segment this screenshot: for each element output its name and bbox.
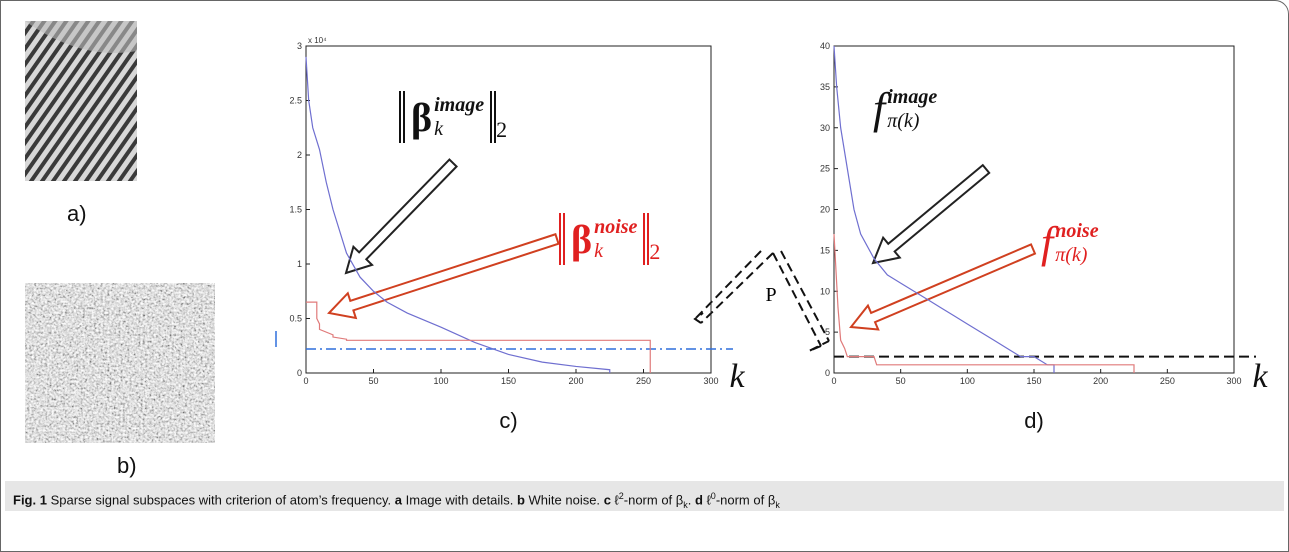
annotation: f image π(k) bbox=[873, 83, 937, 134]
x-tick-label: 300 bbox=[703, 376, 718, 386]
plot-frame bbox=[305, 45, 712, 374]
x-axis-label: k bbox=[729, 358, 745, 395]
symbol: β bbox=[411, 94, 433, 140]
symbol: f bbox=[873, 84, 886, 133]
x-axis-label: k bbox=[1252, 358, 1268, 395]
y-multiplier: x 10⁴ bbox=[308, 36, 327, 45]
caption-text: -norm of β bbox=[623, 492, 684, 508]
caption-letter: c bbox=[603, 492, 611, 508]
y-tick-label: 2 bbox=[297, 150, 302, 160]
y-tick-label: 25 bbox=[820, 164, 830, 174]
p-arrows bbox=[693, 250, 830, 352]
norm: β image k bbox=[399, 91, 497, 143]
caption-text: . bbox=[687, 492, 692, 508]
series-line bbox=[306, 301, 651, 373]
arrow bbox=[327, 232, 560, 320]
y-tick-label: 0 bbox=[825, 368, 830, 378]
series-line bbox=[833, 45, 1055, 373]
y-tick-label: 40 bbox=[820, 41, 830, 51]
caption-letter: b bbox=[516, 492, 525, 508]
subscript: k bbox=[434, 118, 443, 140]
x-tick-label: 200 bbox=[1093, 376, 1108, 386]
y-tick-label: 5 bbox=[825, 327, 830, 337]
x-tick-label: 250 bbox=[636, 376, 651, 386]
caption-text: White noise. bbox=[528, 492, 601, 508]
caption-text: ℓ bbox=[614, 492, 619, 508]
y-tick-label: 35 bbox=[820, 82, 830, 92]
series-line bbox=[833, 233, 1135, 373]
caption-letter: a bbox=[394, 492, 403, 508]
norm-subscript: 2 bbox=[496, 117, 508, 142]
image-noise bbox=[25, 283, 215, 443]
y-tick-label: 20 bbox=[820, 205, 830, 215]
series-line bbox=[305, 56, 611, 373]
subscript: k bbox=[594, 240, 603, 262]
caption-label: Fig. 1 bbox=[13, 492, 47, 508]
caption-sub: k bbox=[683, 499, 688, 510]
image-shade bbox=[25, 21, 137, 53]
panel-label: a) bbox=[67, 201, 87, 226]
x-tick-label: 50 bbox=[368, 376, 378, 386]
x-tick-label: 50 bbox=[896, 376, 906, 386]
y-tick-label: 3 bbox=[297, 41, 302, 51]
y-tick-label: 15 bbox=[820, 245, 830, 255]
caption-sup: 0 bbox=[710, 491, 716, 501]
superscript: image bbox=[434, 94, 485, 116]
panel-label: b) bbox=[117, 453, 137, 478]
caption: Fig. 1 Sparse signal subspaces with crit… bbox=[5, 481, 1284, 511]
x-tick-label: 100 bbox=[960, 376, 975, 386]
norm-subscript: 2 bbox=[649, 239, 661, 264]
subscript: π(k) bbox=[887, 109, 920, 132]
x-tick-label: 0 bbox=[831, 376, 836, 386]
p-label: P bbox=[765, 284, 776, 306]
caption-letter: d bbox=[695, 492, 703, 508]
caption-text: Sparse signal subspaces with criterion o… bbox=[50, 492, 392, 508]
x-tick-label: 100 bbox=[433, 376, 448, 386]
x-tick-label: 300 bbox=[1226, 376, 1241, 386]
caption-sup: 2 bbox=[618, 491, 624, 501]
x-tick-label: 150 bbox=[501, 376, 516, 386]
annotation: f noise π(k) bbox=[1041, 217, 1099, 268]
y-tick-label: 1.5 bbox=[289, 205, 302, 215]
caption-text: Image with details. bbox=[405, 492, 514, 508]
caption-text: -norm of β bbox=[715, 492, 776, 508]
caption-sub: k bbox=[775, 499, 780, 510]
y-tick-label: 30 bbox=[820, 123, 830, 133]
y-tick-label: 10 bbox=[820, 286, 830, 296]
panel-label: c) bbox=[499, 408, 517, 433]
arrow bbox=[849, 243, 1037, 331]
y-tick-label: 1 bbox=[297, 259, 302, 269]
y-tick-label: 2.5 bbox=[289, 96, 302, 106]
y-tick-label: 0.5 bbox=[289, 314, 302, 324]
annotation: β image k 2 bbox=[399, 91, 507, 143]
superscript: noise bbox=[1055, 219, 1099, 242]
symbol: β bbox=[571, 216, 593, 262]
caption-text: ℓ bbox=[706, 492, 711, 508]
y-tick-label: 0 bbox=[297, 368, 302, 378]
x-tick-label: 200 bbox=[568, 376, 583, 386]
x-tick-label: 0 bbox=[303, 376, 308, 386]
norm: β noise k bbox=[559, 213, 650, 265]
annotation: β noise k 2 bbox=[559, 213, 660, 265]
x-tick-label: 150 bbox=[1026, 376, 1041, 386]
x-tick-label: 250 bbox=[1160, 376, 1175, 386]
symbol: f bbox=[1041, 218, 1054, 267]
superscript: image bbox=[887, 85, 938, 108]
arrow bbox=[871, 163, 991, 265]
superscript: noise bbox=[594, 216, 638, 238]
arrow bbox=[344, 158, 458, 275]
subscript: π(k) bbox=[1055, 243, 1088, 266]
panel-label: d) bbox=[1024, 408, 1044, 433]
